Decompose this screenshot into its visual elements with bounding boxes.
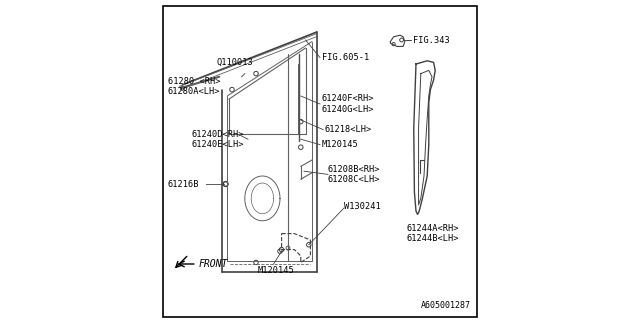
Text: FIG.343: FIG.343 (413, 36, 449, 44)
Text: 61240D<RH>
61240E<LH>: 61240D<RH> 61240E<LH> (192, 130, 244, 149)
Text: 61240F<RH>
61240G<LH>: 61240F<RH> 61240G<LH> (322, 94, 374, 114)
Text: Q110013: Q110013 (217, 58, 253, 67)
Text: 61280 <RH>
61280A<LH>: 61280 <RH> 61280A<LH> (168, 77, 221, 96)
Text: M120145: M120145 (258, 266, 294, 275)
Text: FIG.605-1: FIG.605-1 (322, 53, 369, 62)
Text: W130241: W130241 (344, 202, 381, 211)
Text: FRONT: FRONT (198, 259, 228, 269)
Text: A605001287: A605001287 (420, 301, 470, 310)
Text: 61216B: 61216B (168, 180, 200, 188)
Text: 61208B<RH>
61208C<LH>: 61208B<RH> 61208C<LH> (328, 165, 381, 184)
Text: 61244A<RH>
61244B<LH>: 61244A<RH> 61244B<LH> (406, 224, 459, 243)
Text: 61218<LH>: 61218<LH> (325, 125, 372, 134)
Text: M120145: M120145 (322, 140, 358, 149)
